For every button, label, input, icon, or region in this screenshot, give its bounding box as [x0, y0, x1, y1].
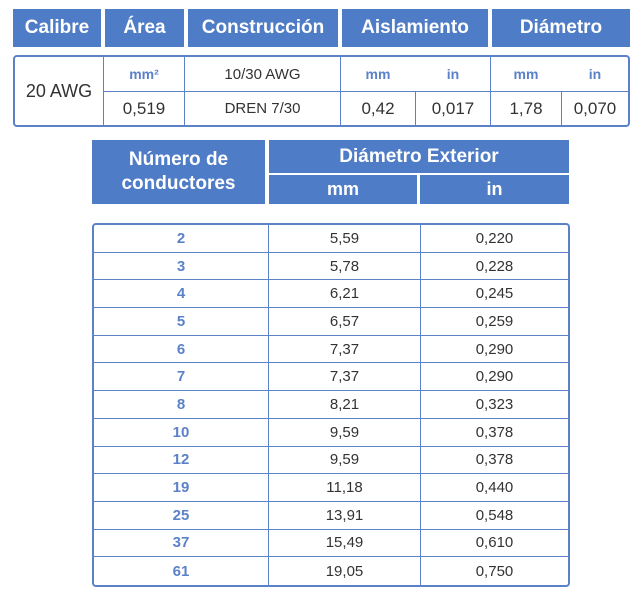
header-numero-conductores: Número de conductores: [92, 140, 265, 204]
outer-diameter-mm: 8,21: [269, 391, 421, 418]
table-row: 4 6,21 0,245: [94, 280, 568, 309]
aislamiento-in-unit: in: [446, 66, 460, 82]
outer-diameter-in: 0,290: [475, 340, 514, 358]
table-row: 10 9,59 0,378: [94, 418, 568, 447]
outer-diameter-mm: 6,21: [269, 280, 421, 308]
diametro-in-unit: in: [588, 66, 602, 82]
diametro-mm-value: 1,78: [509, 98, 543, 118]
outer-diameter-mm: 15,49: [269, 529, 421, 557]
table-row: 8 8,21 0,323: [94, 391, 568, 419]
header-unit-in: in: [420, 175, 569, 204]
conductors-table: 2 5,59 0,220 3 5,78 0,228 4 6,21 0,245 5 6,57 0,259…: [92, 223, 570, 587]
aislamiento-mm-unit: mm: [365, 66, 391, 82]
table-row: 3 5,78 0,228: [94, 252, 568, 281]
header-diametro: Diámetro: [492, 9, 630, 47]
header-calibre: Calibre: [13, 9, 101, 47]
area-unit: mm²: [129, 66, 159, 82]
header-construccion: Construcción: [188, 9, 338, 47]
table-row: 61 19,05 0,750: [94, 557, 568, 585]
spec-table: 20 AWG mm² 10/30 AWG mm in mm in 0,519 D…: [13, 55, 630, 127]
table-row: 7 7,37 0,290: [94, 363, 568, 392]
table-row: 6 7,37 0,290: [94, 335, 568, 364]
conductor-count: 61: [94, 557, 269, 585]
conductor-count: 8: [94, 391, 269, 418]
conductor-count: 12: [94, 446, 269, 474]
conductor-count: 2: [94, 225, 269, 252]
outer-diameter-in: 0,259: [475, 312, 514, 330]
outer-diameter-in: 0,378: [475, 423, 514, 441]
conductor-count: 3: [94, 252, 269, 280]
outer-diameter-mm: 5,78: [269, 252, 421, 280]
table-row: 19 11,18 0,440: [94, 474, 568, 502]
outer-diameter-in: 0,440: [475, 479, 514, 497]
outer-diameter-mm: 19,05: [269, 557, 421, 585]
conductor-count: 25: [94, 501, 269, 529]
outer-diameter-in: 0,610: [475, 534, 514, 552]
table-row: 5 6,57 0,259: [94, 308, 568, 336]
header-aislamiento: Aislamiento: [342, 9, 488, 47]
area-value: 0,519: [122, 98, 166, 118]
outer-diameter-mm: 6,57: [269, 308, 421, 335]
outer-diameter-in: 0,378: [475, 451, 514, 469]
calibre-value: 20 AWG: [25, 80, 93, 101]
diametro-mm-unit: mm: [513, 66, 539, 82]
conductor-count: 7: [94, 363, 269, 391]
conductor-count: 37: [94, 529, 269, 557]
outer-diameter-mm: 7,37: [269, 363, 421, 391]
diametro-in-value: 0,070: [573, 98, 617, 118]
outer-diameter-in: 0,228: [475, 257, 514, 275]
table-row: 2 5,59 0,220: [94, 225, 568, 253]
conductor-count: 19: [94, 474, 269, 501]
outer-diameter-in: 0,323: [475, 395, 514, 413]
construccion-awg: 10/30 AWG: [224, 65, 301, 83]
table-row: 12 9,59 0,378: [94, 446, 568, 475]
outer-diameter-mm: 11,18: [269, 474, 421, 501]
outer-diameter-in: 0,750: [475, 562, 514, 580]
aislamiento-in-value: 0,017: [431, 98, 475, 118]
conductor-count: 10: [94, 418, 269, 446]
outer-diameter-in: 0,220: [475, 229, 514, 247]
header-unit-mm: mm: [269, 175, 417, 204]
outer-diameter-in: 0,548: [475, 506, 514, 524]
header-area: Área: [105, 9, 184, 47]
outer-diameter-in: 0,290: [475, 368, 514, 386]
outer-diameter-mm: 9,59: [269, 446, 421, 474]
outer-diameter-mm: 5,59: [269, 225, 421, 252]
table-row: 25 13,91 0,548: [94, 501, 568, 530]
outer-diameter-mm: 7,37: [269, 335, 421, 363]
header-diametro-exterior: Diámetro Exterior: [269, 140, 569, 173]
aislamiento-mm-value: 0,42: [361, 98, 395, 118]
outer-diameter-mm: 13,91: [269, 501, 421, 529]
table-row: 37 15,49 0,610: [94, 529, 568, 558]
conductor-count: 5: [94, 308, 269, 335]
conductor-count: 6: [94, 335, 269, 363]
outer-diameter-mm: 9,59: [269, 418, 421, 446]
outer-diameter-in: 0,245: [475, 285, 514, 303]
conductor-count: 4: [94, 280, 269, 308]
construccion-dren: DREN 7/30: [224, 100, 301, 117]
